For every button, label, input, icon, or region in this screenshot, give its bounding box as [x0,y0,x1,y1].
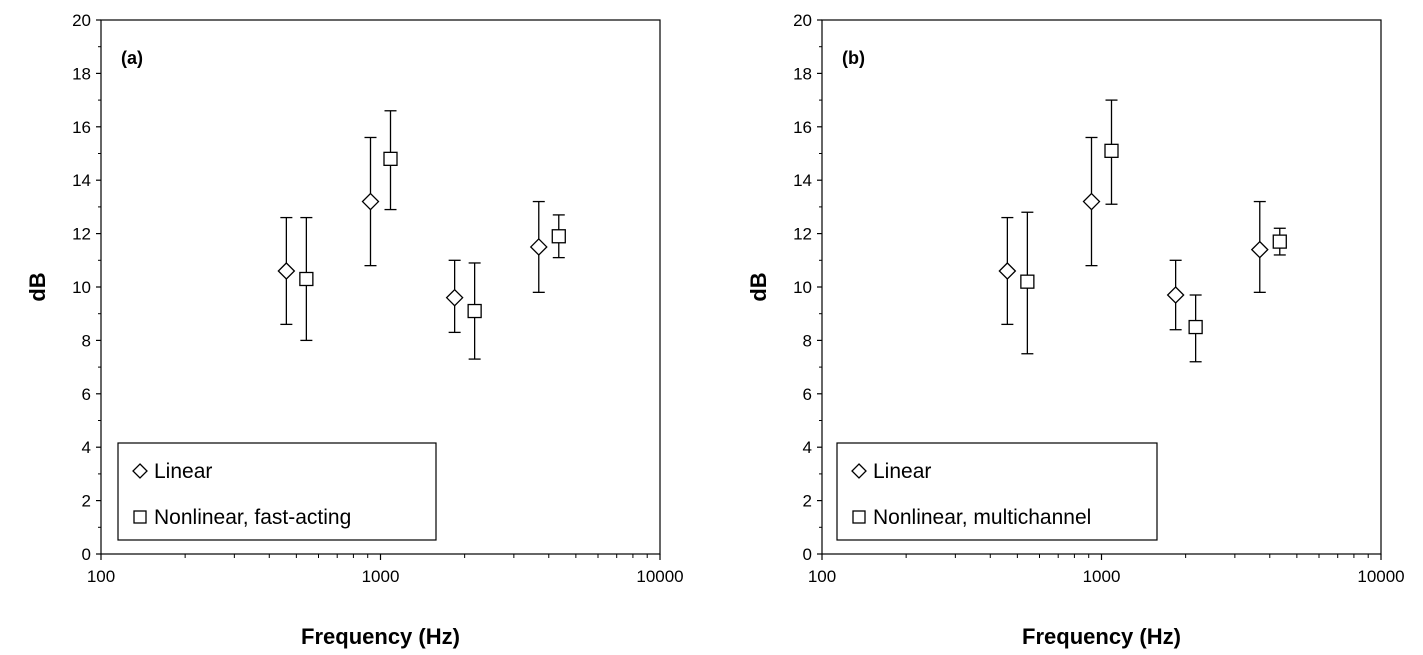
diamond-marker [1082,192,1101,211]
diamond-marker [1250,240,1269,259]
y-tick-label: 16 [72,118,91,137]
panel-label: (a) [121,48,143,68]
diamond-marker [998,262,1017,280]
square-marker [467,303,482,319]
x-axis-title: Frequency (Hz) [1022,624,1181,649]
legend-square-icon [852,510,866,524]
y-tick-label: 6 [82,385,91,404]
legend: Linear Nonlinear, fast-acting [117,442,437,541]
legend-diamond-icon [132,463,148,479]
y-tick-label: 10 [793,278,812,297]
chart-panel-b: 0 2 4 6 8 10 12 14 16 18 20 100 1000 10000 Frequency (… [746,11,1405,649]
y-tick-label: 14 [72,171,91,190]
legend: Linear Nonlinear, multichannel [836,442,1158,541]
x-tick-label: 100 [808,567,836,586]
x-tick-label: 100 [87,567,115,586]
diamond-marker [529,238,548,256]
square-marker [1104,143,1119,158]
square-marker [1272,234,1287,249]
square-marker [551,229,566,244]
y-tick-label: 20 [72,11,91,30]
y-tick-label: 12 [72,225,91,244]
y-tick-label: 0 [82,545,91,564]
y-tick-label: 4 [82,438,91,457]
square-marker [299,271,314,287]
x-tick-label: 10000 [636,567,683,586]
x-tick-label: 10000 [1357,567,1404,586]
legend-diamond-icon [851,463,867,479]
legend-square-icon [133,510,147,524]
x-tick-label: 1000 [1083,567,1121,586]
y-tick-label: 18 [72,64,91,83]
diamond-marker [445,288,464,307]
y-tick-label: 18 [793,64,812,83]
square-marker [1020,274,1035,289]
legend-label: Nonlinear, fast-acting [154,506,351,529]
panel-label: (b) [842,48,865,68]
diamond-marker [277,262,296,280]
series-linear [277,136,548,334]
x-axis-title: Frequency (Hz) [301,624,460,649]
chart-panel-a: 0 2 4 6 8 10 12 14 16 18 20 100 1000 10000 Frequency (… [25,11,684,649]
y-tick-label: 16 [793,118,812,137]
y-tick-label: 8 [803,331,812,350]
series-linear [998,136,1269,331]
y-tick-label: 2 [803,492,812,511]
diamond-marker [361,192,380,211]
y-tick-label: 2 [82,492,91,511]
square-marker [1188,319,1203,335]
series-nonlinear [299,110,566,360]
series-nonlinear [1020,99,1287,363]
legend-box [117,442,437,541]
y-tick-label: 4 [803,438,812,457]
x-tick-label: 1000 [362,567,400,586]
y-tick-label: 8 [82,331,91,350]
legend-label: Linear [154,460,212,483]
legend-label: Nonlinear, multichannel [873,506,1091,529]
legend-box [836,442,1158,541]
y-axis-title: dB [25,272,50,301]
y-tick-label: 10 [72,278,91,297]
y-tick-label: 0 [803,545,812,564]
diamond-marker [1166,286,1185,304]
y-tick-label: 20 [793,11,812,30]
y-tick-label: 14 [793,171,812,190]
y-tick-label: 6 [803,385,812,404]
square-marker [383,151,398,166]
y-axis-title: dB [746,272,771,301]
legend-label: Linear [873,460,931,483]
y-tick-label: 12 [793,225,812,244]
